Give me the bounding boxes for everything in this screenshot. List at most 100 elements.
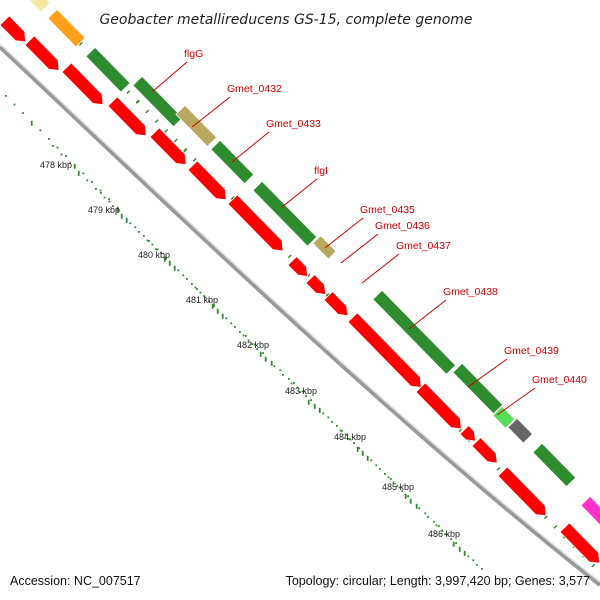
tick-mark-inner — [467, 555, 470, 558]
tick-mark-inner — [404, 493, 407, 499]
ruler-label-481: 481 kbp — [186, 295, 218, 305]
ruler-label-478: 478 kbp — [40, 160, 72, 170]
tick-mark-inner — [270, 360, 273, 366]
gene-reverse-i — [305, 274, 327, 295]
tick-mark-inner — [407, 495, 409, 497]
tick-mark-inner — [450, 538, 452, 540]
leader-line — [281, 178, 318, 208]
tick-mark-inner — [344, 433, 347, 436]
tick-mark-inner — [444, 533, 446, 535]
gene-forward-e — [372, 289, 457, 375]
tick-mark-inner — [117, 209, 119, 211]
gene-label-flgg: flgG — [184, 48, 203, 60]
tick-mark-inner — [259, 351, 262, 357]
gene-light-green — [492, 405, 516, 429]
tick-mark-inner — [441, 529, 444, 532]
gene-reverse-k — [347, 312, 422, 388]
tick-mark-inner — [221, 313, 224, 319]
tick-mark-inner — [256, 348, 258, 350]
tick-mark-outer — [230, 196, 235, 201]
gene-gray — [507, 417, 534, 444]
tick-mark-inner — [446, 533, 449, 536]
leader-line — [408, 299, 447, 330]
tick-mark-inner — [108, 200, 111, 203]
tick-mark-inner — [339, 429, 342, 432]
gene-reverse-b — [24, 35, 60, 71]
tick-mark-outer — [183, 147, 188, 153]
tick-mark-inner — [48, 138, 50, 140]
gene-label-flgi: flgI — [314, 165, 328, 177]
tick-mark-inner — [322, 412, 325, 415]
tick-mark-inner — [5, 95, 7, 97]
gene-labels: flgG Gmet_0432 Gmet_0433 flgI Gmet_0435 Gmet_… — [151, 48, 587, 416]
tick-mark-inner — [348, 438, 350, 440]
tick-mark-inner — [86, 179, 89, 182]
tick-mark-inner — [366, 455, 369, 461]
tick-mark-inner — [112, 205, 114, 207]
tick-mark-inner — [418, 507, 421, 510]
gene-forward-d — [252, 180, 318, 247]
tick-mark-inner — [253, 343, 256, 346]
tick-mark-inner — [186, 278, 188, 280]
tick-mark-inner — [398, 486, 401, 489]
tick-mark-inner — [415, 503, 418, 509]
tick-mark-inner — [305, 395, 307, 397]
gene-forward-b — [132, 75, 184, 128]
tick-mark-inner — [168, 260, 171, 266]
tick-mark-inner — [211, 303, 214, 309]
gene-label-gmet-0437: Gmet_0437 — [396, 240, 451, 252]
tick-mark-inner — [296, 386, 299, 389]
tick-mark-inner — [138, 231, 140, 233]
tick-mark-inner — [108, 198, 110, 200]
tick-mark-outer — [325, 292, 330, 298]
gene-label-gmet-0433: Gmet_0433 — [266, 118, 321, 130]
tick-mark-inner — [384, 473, 386, 475]
tick-mark-inner — [476, 564, 478, 566]
tick-mark-inner — [282, 374, 284, 376]
tick-mark-inner — [199, 291, 202, 294]
tick-mark-inner — [155, 248, 157, 250]
tick-mark-inner — [387, 476, 390, 479]
gene-label-gmet-0436: Gmet_0436 — [375, 220, 430, 232]
tick-mark-inner — [262, 352, 264, 354]
gene-label-gmet-0435: Gmet_0435 — [360, 204, 415, 216]
ruler-label-485: 485 kbp — [382, 482, 414, 492]
tick-mark-inner — [455, 542, 457, 544]
tick-mark-inner — [396, 485, 398, 487]
tick-mark-outer — [154, 119, 159, 124]
gene-forward-a — [85, 46, 131, 93]
tick-mark-inner — [182, 274, 185, 277]
tick-mark-inner — [165, 257, 167, 259]
tick-mark-inner — [307, 399, 310, 405]
gene-features — [0, 0, 600, 564]
tick-mark-outer — [126, 90, 131, 94]
gene-reverse-j — [323, 291, 349, 317]
tick-mark-inner — [299, 391, 301, 393]
tick-mark-inner — [452, 541, 455, 547]
tick-mark-inner — [245, 335, 247, 337]
gene-flgg-khaki — [175, 104, 218, 148]
tick-mark-outer — [164, 128, 169, 133]
tick-mark-inner — [30, 120, 33, 126]
leader-line — [361, 253, 400, 284]
gene-reverse-f — [187, 160, 227, 201]
tick-mark-inner — [293, 382, 295, 384]
gene-pale-yellow — [28, 0, 51, 13]
tick-mark-inner — [163, 256, 166, 262]
gene-orange — [47, 8, 86, 48]
tick-mark-inner — [230, 322, 233, 325]
ruler-label-482: 482 kbp — [237, 340, 269, 350]
tick-mark-inner — [472, 559, 475, 562]
gene-gmet0435-khaki — [312, 235, 337, 260]
tick-mark-inner — [73, 163, 76, 169]
tick-mark-inner — [288, 378, 290, 380]
tick-mark-inner — [361, 450, 364, 456]
gene-reverse-p — [559, 522, 600, 564]
tick-mark-inner — [438, 525, 440, 527]
tick-mark-inner — [225, 317, 228, 320]
gene-label-gmet-0440: Gmet_0440 — [532, 374, 587, 386]
tick-mark-inner — [379, 468, 381, 470]
tick-mark-outer — [192, 157, 197, 162]
tick-mark-inner — [331, 421, 333, 423]
